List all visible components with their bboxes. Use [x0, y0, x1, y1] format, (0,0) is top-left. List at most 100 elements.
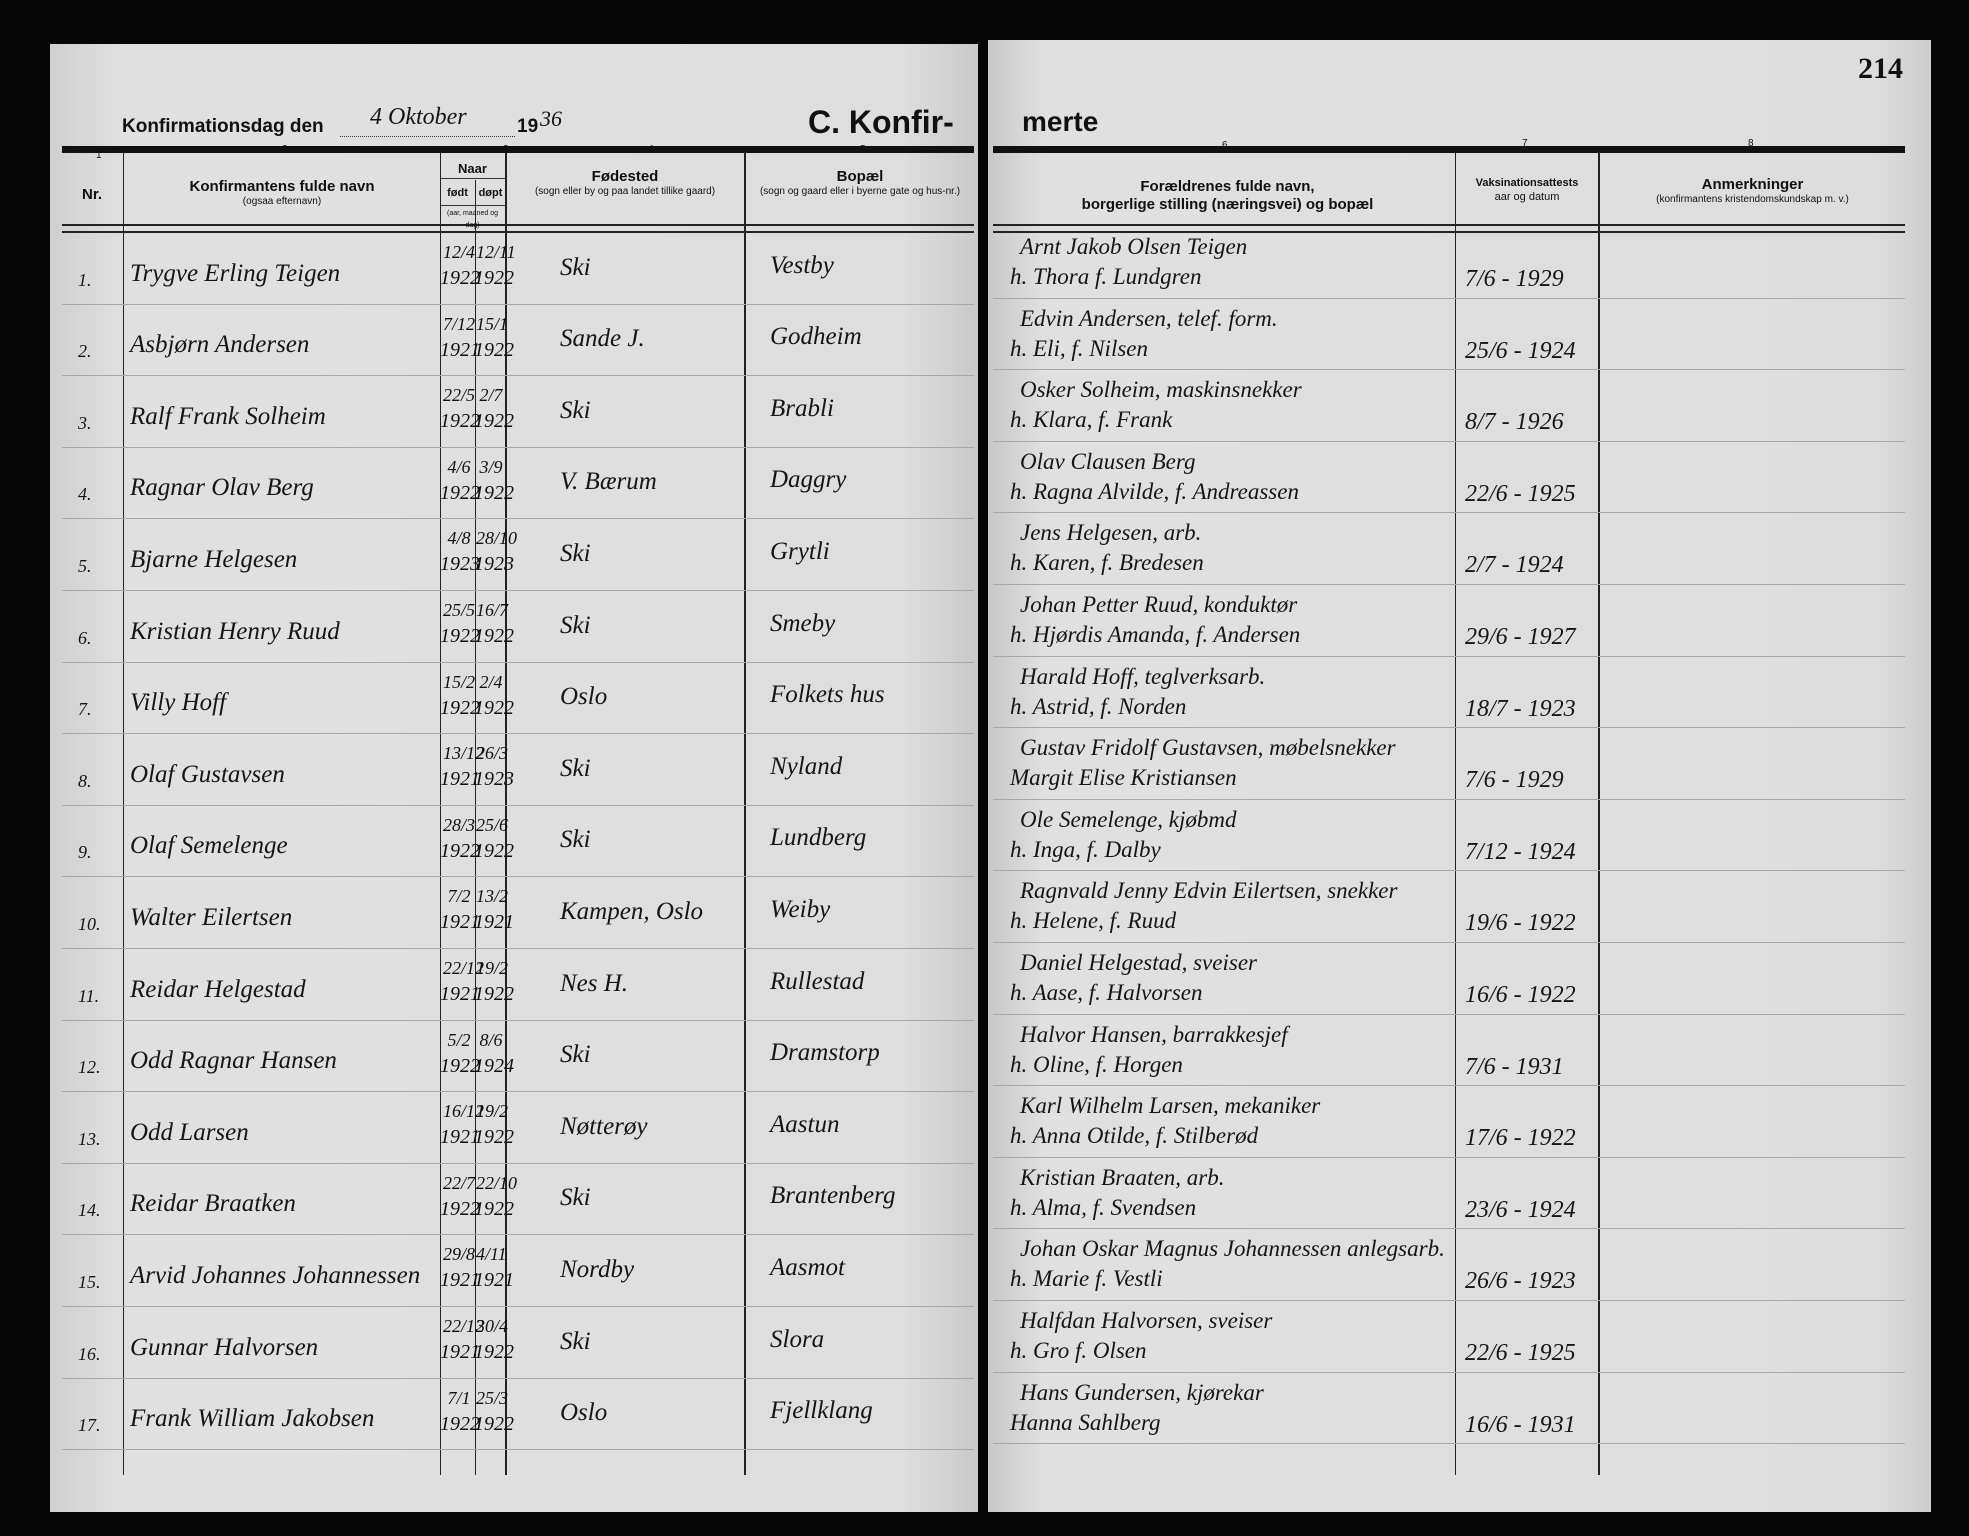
row-number: 4. — [78, 484, 92, 505]
right-page — [988, 40, 1931, 1512]
parents-line-1: Karl Wilhelm Larsen, mekaniker — [1020, 1093, 1321, 1119]
row-number: 14. — [78, 1200, 101, 1221]
residence: Slora — [770, 1325, 825, 1353]
baptised-day-month: 2/7 — [479, 385, 503, 406]
row-line — [993, 440, 1905, 442]
row-line — [993, 655, 1905, 657]
birthplace: Kampen, Oslo — [560, 898, 704, 925]
vaccination-date: 26/6 - 1923 — [1465, 1268, 1576, 1295]
residence: Aastun — [770, 1110, 840, 1138]
born-day-month: 22/5 — [443, 385, 476, 406]
born-year: 1921 — [440, 911, 480, 934]
row-number: 5. — [78, 556, 92, 576]
born-year: 1922 — [440, 1197, 480, 1220]
column-number: 2 — [282, 144, 288, 155]
row-line — [993, 1085, 1905, 1087]
parents-line-2: h. Astrid, f. Norden — [1010, 693, 1187, 719]
residence: Aasmot — [770, 1254, 845, 1281]
confirmation-date-value: 4 Oktober — [370, 104, 467, 130]
column-number: 4 — [648, 144, 654, 155]
header-name: Konfirmantens fulde navn — [189, 178, 375, 195]
column-divider — [744, 153, 746, 1475]
column-number: 1 — [96, 150, 102, 161]
date-underline — [340, 136, 515, 137]
baptised-day-month: 25/3 — [476, 1387, 509, 1408]
confirmation-date-label: Konfirmationsdag den — [122, 116, 324, 137]
row-line — [993, 297, 1905, 299]
born-day-month: 25/5 — [443, 600, 476, 620]
row-line — [62, 876, 974, 878]
baptised-day-month: 22/10 — [476, 1172, 518, 1193]
birthplace: Ski — [560, 754, 591, 782]
naar-divider — [440, 205, 505, 206]
born-year: 1921 — [440, 768, 480, 791]
vaccination-date: 22/6 - 1925 — [1465, 1340, 1576, 1366]
baptised-day-month: 26/3 — [476, 743, 509, 764]
baptised-year: 1922 — [474, 839, 514, 862]
header-nr: Nr. — [81, 186, 102, 203]
parents-line-1: Gustav Fridolf Gustavsen, møbelsnekker — [1020, 735, 1396, 761]
row-line — [62, 1449, 974, 1451]
born-day-month: 4/6 — [447, 456, 471, 477]
vaccination-date: 7/6 - 1929 — [1465, 266, 1564, 292]
born-day-month: 15/2 — [443, 671, 476, 692]
born-day-month: 7/12 — [443, 313, 476, 334]
residence: Vestby — [770, 251, 834, 279]
residence: Nyland — [770, 752, 843, 780]
baptised-year: 1922 — [474, 1126, 514, 1149]
confirmand-name: Frank William Jakobsen — [130, 1405, 375, 1433]
residence: Brantenberg — [770, 1182, 896, 1210]
baptised-year: 1922 — [474, 481, 514, 504]
confirmand-name: Kristian Henry Ruud — [130, 617, 340, 645]
top-rule-right — [993, 146, 1905, 153]
baptised-day-month: 2/4 — [479, 671, 503, 692]
confirmand-name: Reidar Helgestad — [130, 975, 306, 1003]
row-line — [993, 1300, 1905, 1301]
column-number: 5 — [860, 144, 866, 155]
baptised-year: 1922 — [474, 338, 514, 361]
confirmand-name: Arvid Johannes Johannessen — [130, 1262, 421, 1289]
residence: Fjellklang — [770, 1397, 873, 1425]
baptised-day-month: 15/1 — [476, 313, 509, 334]
parents-line-2: Hanna Sahlberg — [1010, 1409, 1161, 1435]
header-fodested: Fødested — [591, 168, 659, 185]
vaccination-date: 8/7 - 1926 — [1465, 409, 1564, 436]
born-day-month: 12/4 — [443, 242, 476, 262]
row-line — [993, 942, 1905, 943]
vaccination-date: 7/6 - 1929 — [1465, 767, 1564, 794]
confirmand-name: Trygve Erling Teigen — [130, 259, 341, 287]
birthplace: Oslo — [560, 1399, 608, 1427]
born-year: 1922 — [440, 696, 480, 719]
birthplace: V. Bærum — [560, 468, 657, 496]
column-divider — [123, 153, 124, 1475]
column-divider — [1598, 153, 1600, 1475]
parents-line-1: Arnt Jakob Olsen Teigen — [1020, 234, 1248, 259]
vaccination-date: 29/6 - 1927 — [1465, 624, 1576, 650]
parents-line-2: h. Eli, f. Nilsen — [1010, 335, 1148, 361]
row-line — [993, 1228, 1905, 1230]
birthplace: Ski — [560, 1041, 591, 1069]
section-title-right: merte — [1022, 106, 1099, 137]
row-number: 17. — [78, 1415, 101, 1436]
residence: Godheim — [770, 323, 862, 351]
header-remarks: Anmerkninger — [1701, 176, 1804, 193]
confirmand-name: Ralf Frank Solheim — [130, 402, 326, 430]
row-line — [62, 1091, 974, 1093]
column-number: 8 — [1748, 138, 1754, 149]
birthplace: Nøtterøy — [560, 1112, 648, 1140]
vaccination-date: 16/6 - 1931 — [1465, 1411, 1576, 1438]
confirmand-name: Odd Ragnar Hansen — [130, 1047, 337, 1075]
vaccination-date: 7/12 - 1924 — [1465, 838, 1576, 865]
baptised-day-month: 30/4 — [476, 1316, 509, 1336]
birthplace: Ski — [560, 826, 591, 854]
birthplace: Ski — [560, 253, 591, 281]
residence: Weiby — [770, 896, 831, 923]
baptised-year: 1922 — [474, 267, 514, 289]
header-bopael: Bopæl — [836, 168, 884, 185]
born-day-month: 22/7 — [443, 1172, 476, 1193]
top-rule-left — [62, 146, 974, 153]
header-rule-left — [62, 224, 974, 233]
birthplace: Nordby — [560, 1256, 635, 1283]
born-day-month: 16/12 — [443, 1101, 485, 1122]
parents-line-2: h. Inga, f. Dalby — [1010, 836, 1161, 862]
